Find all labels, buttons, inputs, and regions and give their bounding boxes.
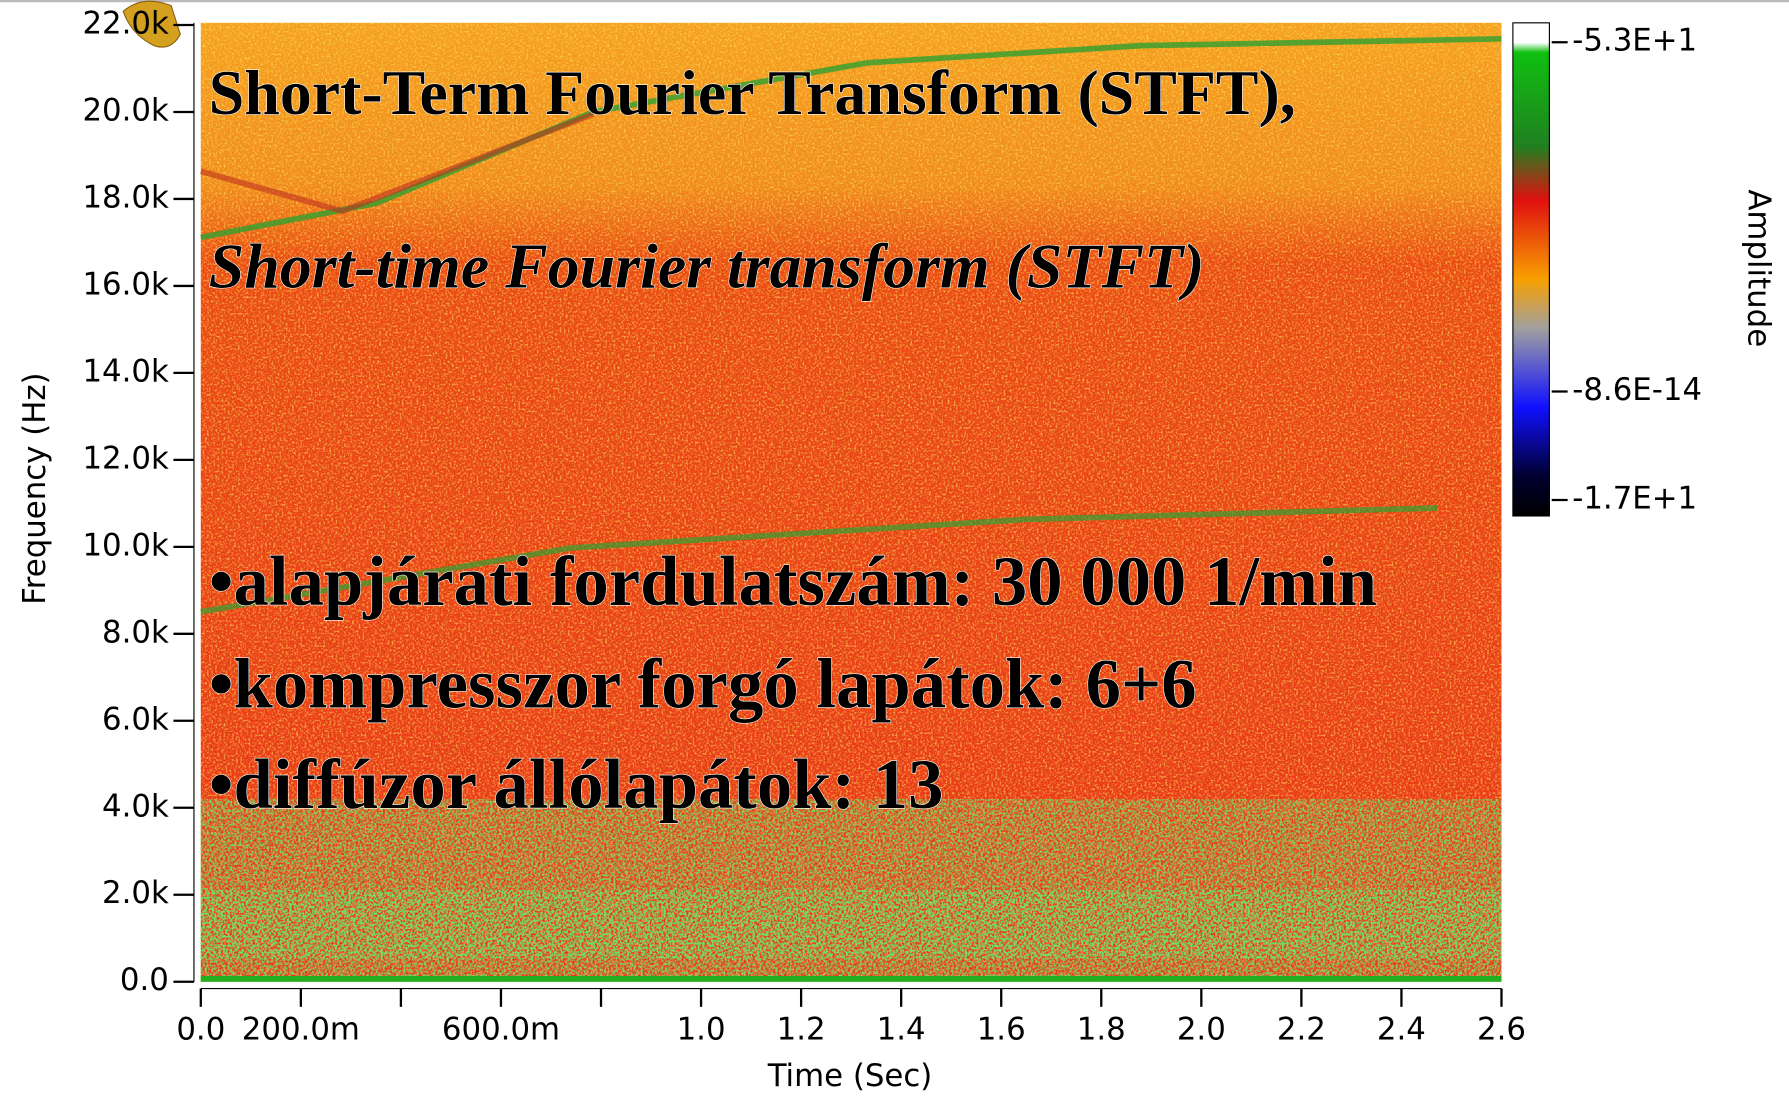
- x-tick-label: 1.8: [1077, 1011, 1126, 1047]
- x-tick-label: 2.2: [1277, 1011, 1326, 1047]
- colorbar-label: Amplitude: [1741, 189, 1777, 347]
- y-tick-label: 12.0k: [82, 440, 169, 476]
- x-tick-label: 0.0: [176, 1011, 225, 1047]
- spectrogram: [201, 23, 1502, 982]
- y-tick-label: 18.0k: [82, 179, 169, 215]
- y-tick-label: 20.0k: [82, 92, 169, 128]
- x-tick-label: 1.2: [777, 1011, 826, 1047]
- colorbar-tick-label: -8.6E-14: [1572, 372, 1702, 408]
- annotation: •diffúzor állólapátok: 13: [209, 746, 944, 824]
- y-tick-label: 0.0: [120, 962, 169, 998]
- x-tick-label: 2.6: [1477, 1011, 1526, 1047]
- x-tick-label: 2.4: [1377, 1011, 1426, 1047]
- y-tick-label: 16.0k: [82, 266, 169, 302]
- x-tick-label: 1.0: [677, 1011, 726, 1047]
- colorbar-tick-label: -5.3E+1: [1572, 23, 1697, 59]
- annotation: •alapjárati fordulatszám: 30 000 1/min: [209, 543, 1377, 621]
- y-axis-label: Frequency (Hz): [17, 372, 53, 604]
- subtitle: Short-time Fourier transform (STFT): [209, 231, 1205, 302]
- y-tick-label: 10.0k: [82, 527, 169, 563]
- colorbar-tick-label: -1.7E+1: [1572, 480, 1697, 516]
- y-tick-label: 8.0k: [102, 614, 169, 650]
- x-axis-label: Time (Sec): [767, 1058, 933, 1094]
- title: Short-Term Fourier Transform (STFT),: [209, 57, 1296, 128]
- annotation: •kompresszor forgó lapátok: 6+6: [209, 646, 1197, 724]
- x-tick-label: 200.0m: [242, 1011, 360, 1047]
- x-tick-label: 1.4: [877, 1011, 926, 1047]
- y-tick-label: 14.0k: [82, 353, 169, 389]
- y-tick-label: 2.0k: [102, 875, 169, 911]
- chart: Short-Term Fourier Transform (STFT), Sho…: [0, 0, 1789, 1097]
- x-tick-label: 1.6: [977, 1011, 1026, 1047]
- x-tick-label: 2.0: [1177, 1011, 1226, 1047]
- y-tick-label: 4.0k: [102, 788, 169, 824]
- colorbar: [1513, 23, 1550, 516]
- y-tick-label: 22.0k: [82, 5, 169, 41]
- y-tick-label: 6.0k: [102, 701, 169, 737]
- x-tick-label: 600.0m: [442, 1011, 560, 1047]
